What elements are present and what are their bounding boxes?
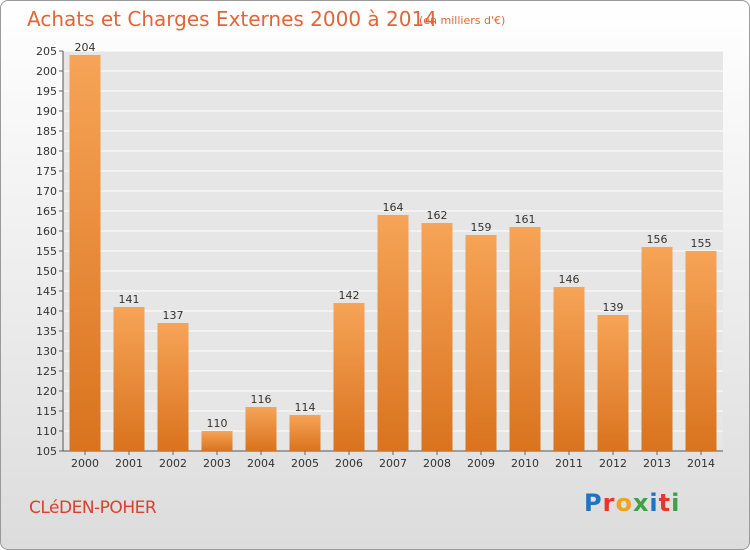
x-tick-label: 2007 — [379, 457, 407, 470]
y-tick-label: 125 — [36, 365, 57, 378]
x-tick-label: 2008 — [423, 457, 451, 470]
bar — [509, 227, 541, 451]
bar-value-label: 164 — [383, 201, 404, 214]
bar — [465, 235, 497, 451]
x-tick-label: 2004 — [247, 457, 275, 470]
y-tick-label: 185 — [36, 125, 57, 138]
logo-letter: o — [615, 489, 633, 517]
y-tick-label: 115 — [36, 405, 57, 418]
y-tick-label: 160 — [36, 225, 57, 238]
bar-value-label: 110 — [207, 417, 228, 430]
bar — [69, 55, 101, 451]
x-tick-label: 2011 — [555, 457, 583, 470]
logo-letter: P — [584, 489, 603, 517]
x-tick-label: 2005 — [291, 457, 319, 470]
bar — [685, 251, 717, 451]
y-tick-label: 165 — [36, 205, 57, 218]
bar-value-label: 162 — [427, 209, 448, 222]
proxiti-logo[interactable]: Proxiti — [584, 489, 680, 517]
bar — [377, 215, 409, 451]
bar-value-label: 141 — [119, 293, 140, 306]
y-tick-label: 145 — [36, 285, 57, 298]
chart-subtitle: (en milliers d'€) — [419, 14, 506, 27]
bar — [597, 315, 629, 451]
bar — [157, 323, 189, 451]
x-tick-label: 2009 — [467, 457, 495, 470]
y-tick-label: 175 — [36, 165, 57, 178]
y-tick-label: 135 — [36, 325, 57, 338]
x-tick-label: 2014 — [687, 457, 715, 470]
logo-letter: i — [671, 489, 681, 517]
bar-value-label: 142 — [339, 289, 360, 302]
y-tick-label: 180 — [36, 145, 57, 158]
y-tick-label: 110 — [36, 425, 57, 438]
y-tick-label: 150 — [36, 265, 57, 278]
x-tick-label: 2010 — [511, 457, 539, 470]
bar — [553, 287, 585, 451]
bar — [113, 307, 145, 451]
y-tick-label: 170 — [36, 185, 57, 198]
y-tick-label: 200 — [36, 65, 57, 78]
chart-title: Achats et Charges Externes 2000 à 2014 — [27, 7, 437, 31]
logo-letter: r — [602, 489, 616, 517]
logo-letter: i — [649, 489, 659, 517]
bar-value-label: 161 — [515, 213, 536, 226]
y-tick-label: 195 — [36, 85, 57, 98]
bar-value-label: 146 — [559, 273, 580, 286]
bar-value-label: 116 — [251, 393, 272, 406]
bar-value-label: 114 — [295, 401, 316, 414]
y-tick-label: 190 — [36, 105, 57, 118]
bar-value-label: 155 — [691, 237, 712, 250]
bar — [333, 303, 365, 451]
x-tick-label: 2002 — [159, 457, 187, 470]
bar-value-label: 156 — [647, 233, 668, 246]
y-tick-label: 140 — [36, 305, 57, 318]
logo-letter: x — [632, 489, 650, 517]
y-tick-label: 105 — [36, 445, 57, 458]
x-tick-label: 2006 — [335, 457, 363, 470]
bar — [201, 431, 233, 451]
bar-value-label: 159 — [471, 221, 492, 234]
y-tick-label: 120 — [36, 385, 57, 398]
logo-letter: t — [658, 489, 672, 517]
x-tick-label: 2000 — [71, 457, 99, 470]
y-tick-label: 205 — [36, 45, 57, 58]
y-tick-label: 130 — [36, 345, 57, 358]
y-tick-label: 155 — [36, 245, 57, 258]
bar — [421, 223, 453, 451]
bar — [245, 407, 277, 451]
bar-value-label: 204 — [75, 41, 96, 54]
bar-value-label: 137 — [163, 309, 184, 322]
commune-name: CLéDEN-POHER — [29, 498, 157, 518]
bar — [289, 415, 321, 451]
bar — [641, 247, 673, 451]
x-tick-label: 2012 — [599, 457, 627, 470]
bar-value-label: 139 — [603, 301, 624, 314]
x-tick-label: 2001 — [115, 457, 143, 470]
x-tick-label: 2003 — [203, 457, 231, 470]
x-tick-label: 2013 — [643, 457, 671, 470]
